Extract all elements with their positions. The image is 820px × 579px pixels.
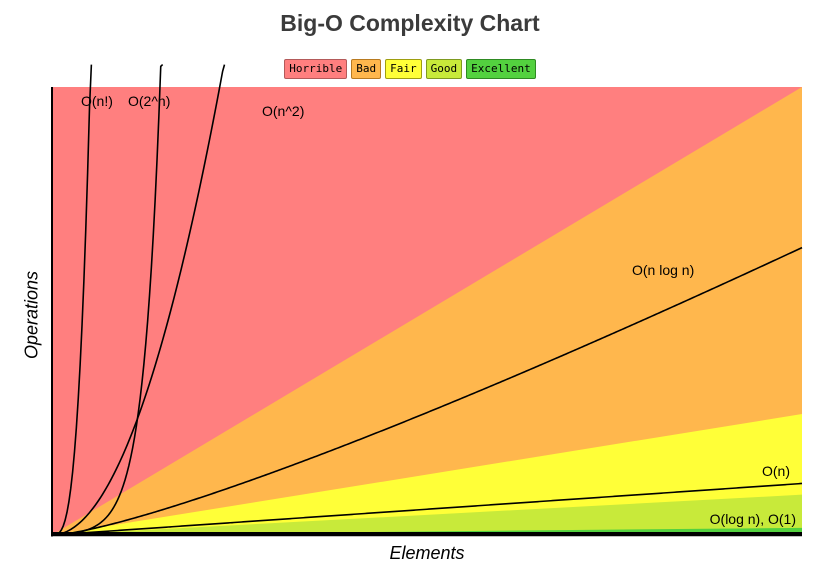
complexity-curves: [51, 64, 803, 536]
curve-o-quadratic: [51, 64, 226, 536]
curve-labels: O(n!) O(2^n) O(n^2) O(n log n) O(n) O(log n),…: [81, 93, 796, 527]
region-bad: [52, 87, 802, 535]
y-axis-label: Operations: [21, 270, 42, 360]
curve-label-o-log-constant: O(log n), O(1): [710, 511, 796, 527]
curve-label-o-linear: O(n): [762, 463, 790, 479]
legend-item-horrible: Horrible: [284, 59, 348, 79]
legend-item-good: Good: [425, 59, 463, 79]
curve-label-o-exponential: O(2^n): [128, 93, 170, 109]
curve-label-o-n-log-n: O(n log n): [632, 262, 694, 278]
legend-item-bad: Bad: [351, 59, 382, 79]
complexity-regions: [52, 87, 802, 535]
curve-label-o-factorial: O(n!): [81, 93, 113, 109]
curve-label-o-quadratic: O(n^2): [262, 103, 304, 119]
x-axis-label: Elements: [389, 543, 465, 563]
legend: Horrible Bad Fair Good Excellent: [0, 59, 820, 79]
curve-o-linear: [51, 482, 803, 536]
legend-item-excellent: Excellent: [466, 59, 536, 79]
legend-item-fair: Fair: [385, 59, 422, 79]
axes: [51, 87, 802, 537]
region-good: [52, 494, 802, 535]
curve-o-n-log-n: [51, 246, 803, 536]
chart-title: Big-O Complexity Chart: [280, 10, 540, 36]
